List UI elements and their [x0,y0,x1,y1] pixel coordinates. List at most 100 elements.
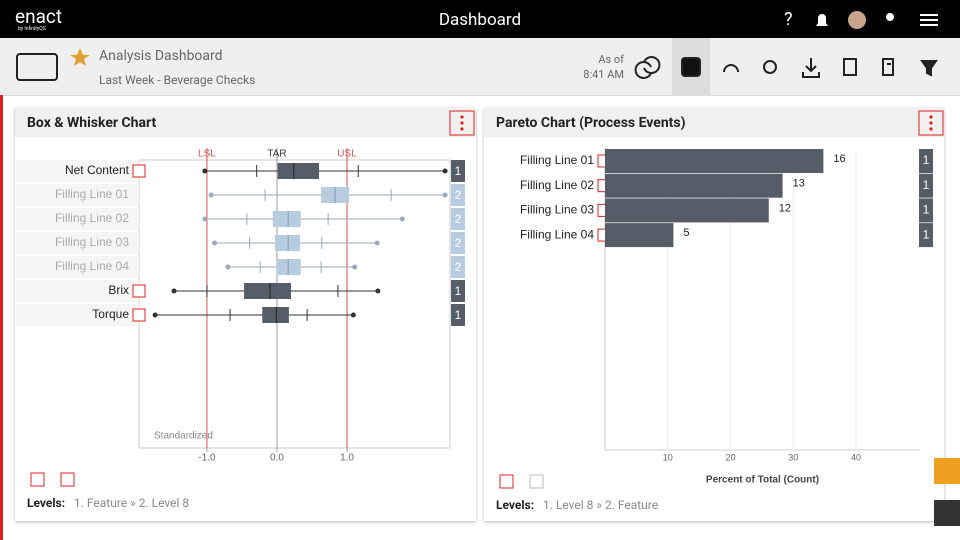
bar [605,149,824,173]
expand-all[interactable] [30,472,45,487]
expand-icon[interactable] [132,164,146,178]
event-box [919,173,933,198]
row-label[interactable]: Filling Line 03 [55,235,129,249]
settings-icon[interactable] [763,60,777,74]
report-icon[interactable] [882,58,894,76]
event-box [919,198,933,223]
count-box [451,208,465,230]
bell-icon[interactable] [816,14,828,26]
collapse-all[interactable] [529,474,544,489]
header-icons [816,11,938,29]
count-label: 1 [455,164,462,178]
row-bg [16,208,139,230]
count-box [451,304,465,326]
expand-icon[interactable] [132,284,146,298]
lock-icon[interactable] [681,57,701,77]
dashboard-title: Analysis Dashboard [99,48,223,64]
row-label[interactable]: Torque [92,307,129,321]
outlier-dot [442,192,448,198]
outlier-dot [212,240,218,246]
count-label: 5 [683,227,689,239]
menu-icon[interactable] [920,14,938,16]
bar [605,173,783,198]
outlier-dot [352,264,358,270]
box [244,283,291,299]
category-label[interactable]: Filling Line 02 [520,178,594,192]
dashboard-subtitle: Last Week - Beverage Checks [99,73,256,87]
limit-label: LSL [198,149,216,160]
levels[interactable]: 1. Level 8 » 2. Feature [543,498,659,512]
refresh-icon[interactable] [634,56,661,79]
row-label[interactable]: Filling Line 01 [55,187,129,201]
gauge-icon[interactable] [723,64,739,73]
panel-title: Box & Whisker Chart [27,115,157,131]
side-bar [0,95,3,540]
outlier-dot [171,288,177,294]
x-tick-label: 30 [788,452,798,462]
limit-label: TAR [267,149,286,160]
row-label[interactable]: Filling Line 02 [55,211,129,225]
app-icon [16,53,58,81]
download-icon[interactable] [802,58,820,78]
count-box [451,184,465,206]
category-label[interactable]: Filling Line 03 [520,203,594,217]
help-button[interactable]: ? [784,9,793,30]
as-of-time: 8:41 AM [583,68,624,81]
expand-icon[interactable] [132,308,146,322]
toolbar-icons [16,53,938,81]
x-tick-label: 1.0 [340,453,354,464]
row-label[interactable]: Net Content [65,163,130,177]
levels-label: Levels: [27,496,66,510]
filter-icon[interactable] [920,60,938,77]
logo-sub: by InfinityQS [18,26,46,32]
save-icon[interactable] [843,58,857,76]
event-box [919,223,933,248]
levels-label: Levels: [496,498,535,512]
count-box [451,232,465,254]
row-label[interactable]: Filling Line 04 [55,259,129,273]
outlier-dot [202,216,208,222]
count-box [451,160,465,182]
row-label[interactable]: Brix [108,283,129,297]
panel-menu[interactable] [918,110,944,136]
outlier-dot [350,312,356,318]
count-label: 2 [455,236,462,250]
outlier-dot [374,240,380,246]
expand-all[interactable] [499,474,514,489]
outlier-dot [202,168,208,174]
category-label[interactable]: Filling Line 01 [520,153,594,167]
limit-label: USL [337,149,357,160]
link-button[interactable] [934,500,960,526]
collapse-all[interactable] [60,472,75,487]
row-bg [16,184,139,206]
favorite-star[interactable] [70,48,90,66]
axis-label: Standardized [154,431,213,442]
event-box [919,149,933,173]
header [0,0,960,38]
outlier-dot [225,264,231,270]
x-tick-label: 20 [725,452,735,462]
panel-header [15,108,476,137]
panel-menu[interactable] [449,110,475,136]
avatar[interactable] [848,11,866,29]
count-label: 2 [455,212,462,226]
outlier-dot [152,312,158,318]
levels[interactable]: 1. Feature » 2. Level 8 [74,496,190,510]
category-label[interactable]: Filling Line 04 [520,227,594,241]
count-label: 16 [833,153,845,165]
menu-icon [920,24,938,26]
event-label: 1 [923,153,930,167]
row-bg [16,304,139,326]
panel-title: Pareto Chart (Process Events) [496,115,686,131]
users-icon[interactable] [886,13,894,21]
x-tick-label: 40 [851,452,861,462]
row-bg [16,280,139,302]
event-label: 1 [923,178,930,192]
count-label: 12 [779,202,791,214]
count-label: 2 [455,260,462,274]
event-label: 1 [923,203,930,217]
row-bg [16,160,139,182]
chat-button[interactable] [934,458,960,484]
